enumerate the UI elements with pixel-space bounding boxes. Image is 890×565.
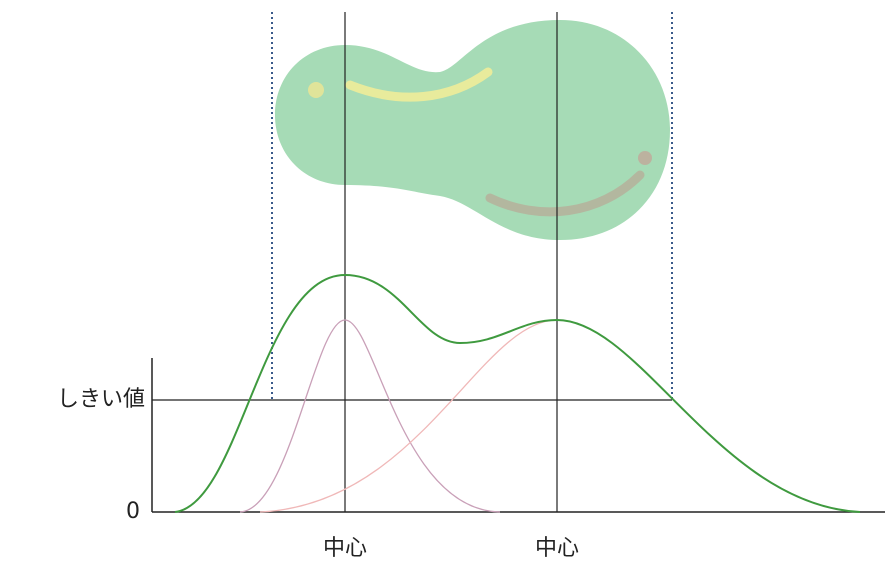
metaball-shape xyxy=(275,20,670,240)
shadow xyxy=(485,170,645,217)
sum-curve xyxy=(174,273,861,513)
threshold-label: しきい値 xyxy=(57,387,145,412)
component-curve xyxy=(259,319,861,513)
component-curve xyxy=(239,319,501,513)
center-label: 中心 xyxy=(535,536,579,561)
center-label: 中心 xyxy=(323,536,367,561)
shadow-dot xyxy=(638,151,652,165)
highlight xyxy=(345,67,493,102)
zero-label: 0 xyxy=(126,499,140,524)
highlight-dot xyxy=(308,82,324,98)
